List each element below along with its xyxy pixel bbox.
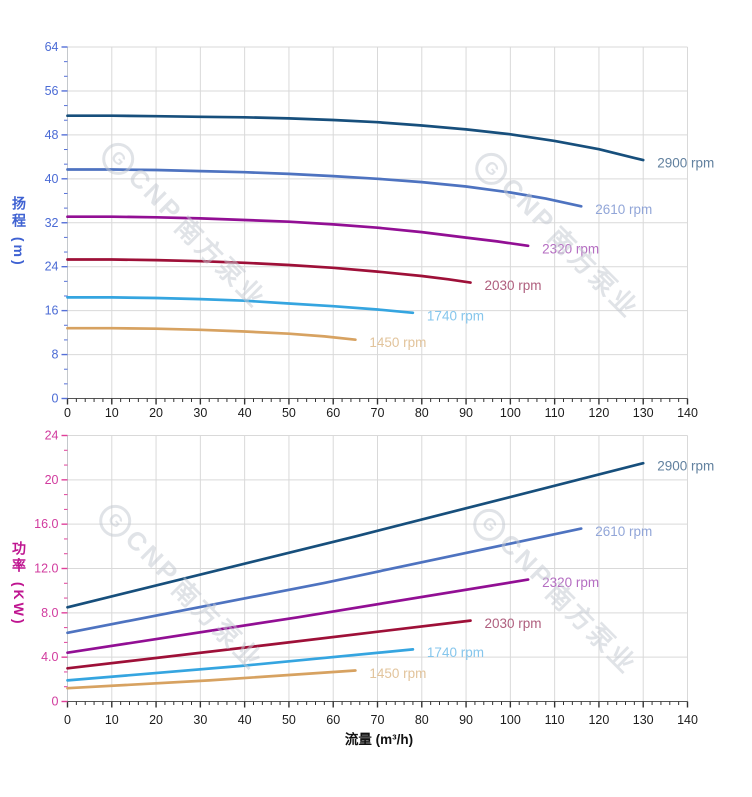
curve-label-1450-rpm: 1450 rpm (369, 335, 426, 350)
x-tick-label: 90 (459, 713, 473, 727)
curve-label-2030-rpm: 2030 rpm (485, 278, 542, 293)
x-tick-label: 70 (371, 406, 385, 420)
x-tick-label: 60 (326, 713, 340, 727)
flow-axis-title: 流量 (m³/h) (344, 732, 414, 747)
curve-1450-rpm (66, 669, 357, 690)
x-tick-label: 90 (459, 406, 473, 420)
y-tick-label: 4.0 (41, 650, 58, 664)
y-tick-label: 0 (52, 695, 59, 709)
curve-label-2900-rpm: 2900 rpm (657, 459, 714, 474)
y-tick-label: 16.0 (34, 517, 58, 531)
x-tick-label: 30 (193, 713, 207, 727)
y-tick-label: 64 (45, 40, 59, 54)
head-axis-title: 扬程 (m) (11, 196, 27, 268)
x-tick-label: 70 (371, 713, 385, 727)
y-tick-label: 8 (52, 348, 59, 362)
curve-2610-rpm (66, 527, 583, 635)
x-tick-label: 0 (64, 713, 71, 727)
y-tick-label: 8.0 (41, 606, 58, 620)
curve-label-2610-rpm: 2610 rpm (595, 524, 652, 539)
y-tick-label: 16 (45, 304, 59, 318)
y-tick-label: 24 (45, 429, 59, 443)
x-tick-label: 10 (105, 713, 119, 727)
x-tick-label: 110 (545, 406, 565, 420)
x-tick-label: 140 (677, 713, 698, 727)
x-tick-label: 40 (238, 713, 252, 727)
x-tick-label: 120 (588, 713, 609, 727)
x-tick-label: 10 (105, 406, 119, 420)
curve-label-2900-rpm: 2900 rpm (657, 156, 714, 171)
y-tick-label: 20 (45, 473, 59, 487)
curve-2900-rpm (66, 461, 645, 609)
x-tick-label: 120 (588, 406, 609, 420)
x-tick-label: 0 (64, 406, 71, 420)
curve-2900-rpm (66, 114, 645, 162)
curve-2030-rpm (66, 258, 472, 284)
curve-2610-rpm (66, 168, 583, 208)
curve-2320-rpm (66, 578, 530, 655)
y-tick-label: 32 (45, 216, 59, 230)
x-tick-label: 50 (282, 713, 296, 727)
x-tick-label: 110 (545, 713, 565, 727)
x-tick-label: 100 (500, 713, 521, 727)
curve-1740-rpm (66, 296, 415, 315)
curve-label-2320-rpm: 2320 rpm (542, 241, 599, 256)
y-tick-label: 24 (45, 260, 59, 274)
y-tick-label: 0 (52, 392, 59, 406)
curve-1740-rpm (66, 648, 415, 682)
x-tick-label: 130 (633, 406, 654, 420)
x-tick-label: 100 (500, 406, 521, 420)
x-tick-label: 20 (149, 406, 163, 420)
x-tick-label: 50 (282, 406, 296, 420)
x-tick-label: 80 (415, 406, 429, 420)
curve-label-1740-rpm: 1740 rpm (427, 308, 484, 323)
x-tick-label: 40 (238, 406, 252, 420)
curve-label-2030-rpm: 2030 rpm (485, 616, 542, 631)
curve-label-1740-rpm: 1740 rpm (427, 645, 484, 660)
x-tick-label: 140 (677, 406, 698, 420)
x-tick-label: 60 (326, 406, 340, 420)
y-tick-label: 48 (45, 128, 59, 142)
curve-2320-rpm (66, 215, 530, 248)
y-tick-label: 40 (45, 172, 59, 186)
curve-label-1450-rpm: 1450 rpm (369, 666, 426, 681)
x-tick-label: 80 (415, 713, 429, 727)
curve-label-2320-rpm: 2320 rpm (542, 575, 599, 590)
x-tick-label: 130 (633, 713, 654, 727)
curve-2030-rpm (66, 619, 472, 670)
y-tick-label: 56 (45, 84, 59, 98)
curve-label-2610-rpm: 2610 rpm (595, 202, 652, 217)
x-tick-label: 20 (149, 713, 163, 727)
power-axis-title: 功率 (KW) (11, 541, 27, 627)
curve-1450-rpm (66, 326, 357, 342)
x-tick-label: 30 (193, 406, 207, 420)
y-tick-label: 12.0 (34, 562, 58, 576)
